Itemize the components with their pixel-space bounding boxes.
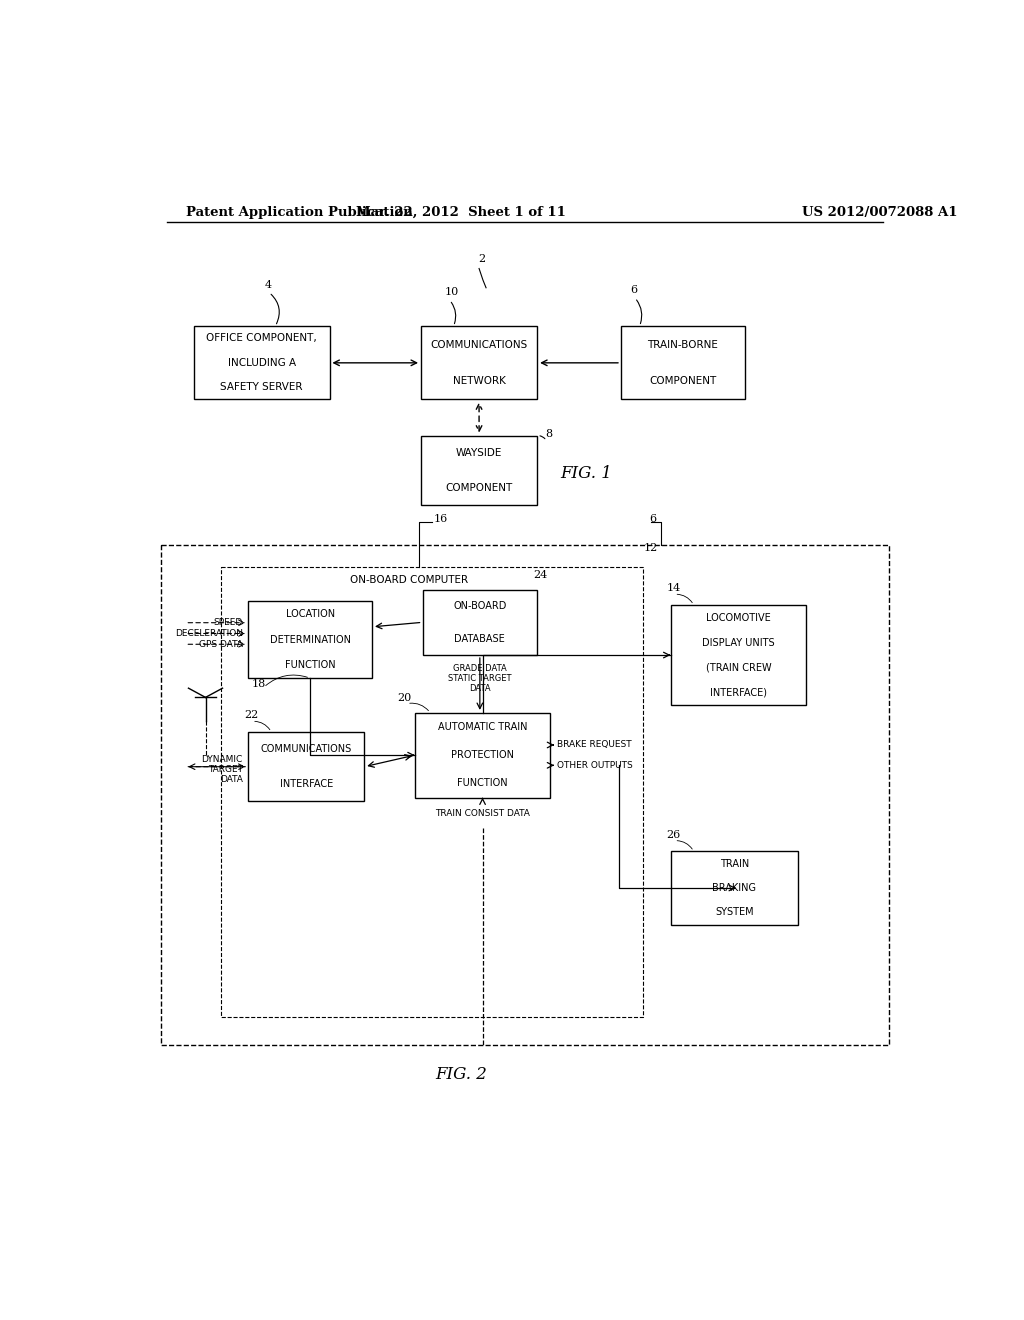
Text: COMMUNICATIONS: COMMUNICATIONS xyxy=(261,744,352,754)
Text: 22: 22 xyxy=(245,710,258,721)
Bar xyxy=(423,590,538,655)
Bar xyxy=(421,326,538,400)
Text: ON-BOARD: ON-BOARD xyxy=(454,601,507,611)
Text: FUNCTION: FUNCTION xyxy=(285,660,336,671)
Text: 24: 24 xyxy=(534,570,548,579)
Bar xyxy=(621,326,744,400)
Bar xyxy=(671,605,806,705)
Text: 6: 6 xyxy=(649,513,656,524)
Text: Patent Application Publication: Patent Application Publication xyxy=(186,206,413,219)
Text: STATIC TARGET: STATIC TARGET xyxy=(449,675,512,684)
Text: INTERFACE: INTERFACE xyxy=(280,779,333,789)
Text: WAYSIDE: WAYSIDE xyxy=(456,447,502,458)
Bar xyxy=(248,601,372,678)
Text: 26: 26 xyxy=(667,829,681,840)
Text: 4: 4 xyxy=(264,280,271,290)
Text: 2: 2 xyxy=(478,255,485,264)
Text: DYNAMIC: DYNAMIC xyxy=(202,755,243,763)
Text: DATA: DATA xyxy=(220,775,243,784)
Text: LOCOMOTIVE: LOCOMOTIVE xyxy=(706,612,771,623)
Text: DATA: DATA xyxy=(469,684,490,693)
Text: SYSTEM: SYSTEM xyxy=(715,907,754,917)
Text: BRAKING: BRAKING xyxy=(713,883,757,892)
Text: PROTECTION: PROTECTION xyxy=(451,750,514,760)
Text: TRAIN-BORNE: TRAIN-BORNE xyxy=(647,339,719,350)
Text: 20: 20 xyxy=(397,693,412,704)
Text: SAFETY SERVER: SAFETY SERVER xyxy=(220,383,303,392)
Text: GRADE DATA: GRADE DATA xyxy=(453,664,507,673)
Text: OFFICE COMPONENT,: OFFICE COMPONENT, xyxy=(206,334,317,343)
Text: ON-BOARD COMPUTER: ON-BOARD COMPUTER xyxy=(350,576,468,585)
Text: Mar. 22, 2012  Sheet 1 of 11: Mar. 22, 2012 Sheet 1 of 11 xyxy=(356,206,566,219)
Text: NETWORK: NETWORK xyxy=(453,376,506,387)
Text: LOCATION: LOCATION xyxy=(286,609,335,619)
Text: (TRAIN CREW: (TRAIN CREW xyxy=(706,663,771,673)
Text: SPEED: SPEED xyxy=(213,618,243,627)
Text: DECELERATION: DECELERATION xyxy=(175,630,243,638)
Text: BRAKE REQUEST: BRAKE REQUEST xyxy=(557,741,631,750)
Text: TARGET: TARGET xyxy=(208,764,243,774)
Bar xyxy=(415,713,550,797)
Bar xyxy=(194,326,330,400)
Text: 14: 14 xyxy=(667,583,681,593)
Text: FIG. 2: FIG. 2 xyxy=(435,1065,487,1082)
Text: DETERMINATION: DETERMINATION xyxy=(269,635,350,644)
Bar xyxy=(221,566,643,1016)
Text: 18: 18 xyxy=(252,680,266,689)
Bar xyxy=(161,545,889,1045)
Bar xyxy=(248,733,365,801)
Text: US 2012/0072088 A1: US 2012/0072088 A1 xyxy=(802,206,957,219)
Text: 6: 6 xyxy=(630,285,637,296)
Text: FIG. 1: FIG. 1 xyxy=(560,465,612,482)
Text: FUNCTION: FUNCTION xyxy=(458,779,508,788)
Text: INTERFACE): INTERFACE) xyxy=(710,688,767,697)
Text: INCLUDING A: INCLUDING A xyxy=(227,358,296,368)
Text: COMMUNICATIONS: COMMUNICATIONS xyxy=(430,339,527,350)
Text: AUTOMATIC TRAIN: AUTOMATIC TRAIN xyxy=(438,722,527,731)
Text: DATABASE: DATABASE xyxy=(455,634,505,644)
Text: DISPLAY UNITS: DISPLAY UNITS xyxy=(702,638,774,648)
Bar xyxy=(421,436,538,506)
Text: GPS DATA: GPS DATA xyxy=(199,640,243,648)
Text: 8: 8 xyxy=(545,429,552,440)
Text: 16: 16 xyxy=(434,513,449,524)
Text: 10: 10 xyxy=(444,288,459,297)
Text: 12: 12 xyxy=(643,543,657,553)
Text: OTHER OUTPUTS: OTHER OUTPUTS xyxy=(557,760,633,770)
Text: COMPONENT: COMPONENT xyxy=(445,483,513,492)
Text: TRAIN CONSIST DATA: TRAIN CONSIST DATA xyxy=(435,809,530,818)
Text: COMPONENT: COMPONENT xyxy=(649,376,717,387)
Bar xyxy=(671,851,799,924)
Text: TRAIN: TRAIN xyxy=(720,858,750,869)
